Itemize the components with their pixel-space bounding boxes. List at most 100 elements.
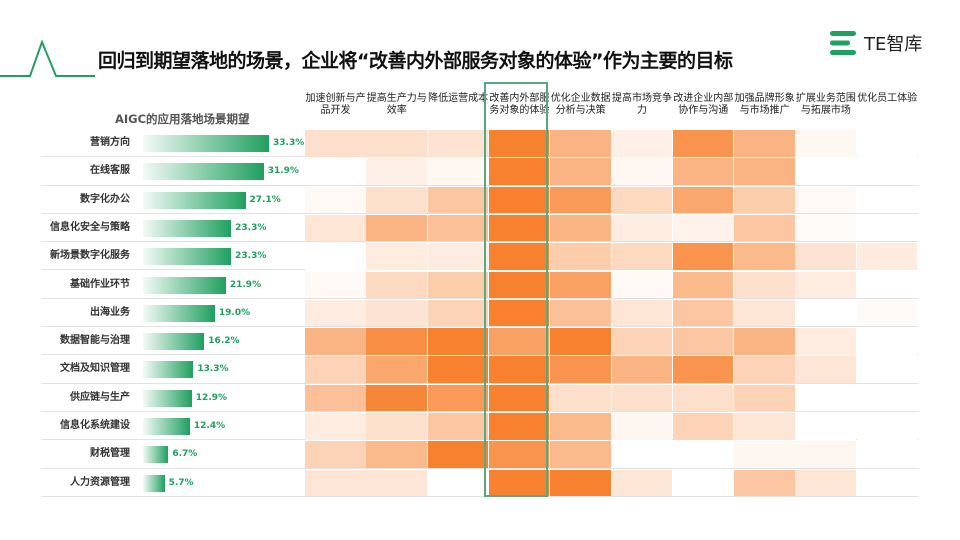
heatmap-cell bbox=[366, 186, 427, 214]
heatmap-cell bbox=[305, 469, 366, 497]
heatmap-cell bbox=[795, 186, 856, 214]
bar-value-label: 23.3% bbox=[235, 251, 267, 262]
heatmap-cell bbox=[427, 299, 489, 327]
column-header: 扩展业务范围与拓展市场 bbox=[795, 93, 856, 116]
bar-value-label: 12.9% bbox=[195, 392, 228, 403]
heatmap-cell bbox=[611, 469, 672, 497]
heatmap-cell bbox=[734, 130, 795, 157]
heatmap-cell bbox=[611, 130, 672, 157]
heatmap-cell bbox=[856, 413, 918, 440]
heatmap-cell bbox=[366, 299, 427, 327]
heatmap-cell bbox=[672, 413, 734, 440]
table-row: 文档及知识管理 13.3% bbox=[42, 355, 918, 384]
bar-value-label: 21.9% bbox=[229, 279, 262, 290]
heatmap-cell bbox=[856, 214, 918, 242]
bar-value-label: 23.3% bbox=[235, 222, 267, 233]
heatmap-cell bbox=[427, 158, 489, 185]
pulse-line-decoration bbox=[0, 39, 95, 77]
heatmap-cell bbox=[734, 158, 795, 185]
heatmap-cell bbox=[672, 271, 734, 298]
heatmap-cell bbox=[795, 299, 856, 327]
table-row: 新场景数字化服务 23.3% bbox=[42, 242, 918, 271]
heatmap-cell bbox=[550, 186, 611, 214]
heatmap-cell bbox=[734, 356, 795, 383]
heatmap-cell bbox=[611, 271, 672, 298]
heatmap-cell bbox=[488, 158, 550, 185]
bar bbox=[143, 446, 169, 464]
heatmap-cell bbox=[795, 130, 856, 157]
heatmap-cell bbox=[366, 441, 427, 468]
heatmap-cell bbox=[305, 158, 366, 185]
heatmap-cell bbox=[611, 186, 672, 214]
bar bbox=[143, 135, 269, 152]
heatmap-cell bbox=[305, 299, 366, 327]
bar bbox=[143, 389, 192, 407]
heatmap-cell bbox=[734, 299, 795, 327]
heatmap-cell bbox=[672, 356, 734, 383]
table-row: 信息化系统建设 12.4% bbox=[42, 412, 918, 441]
bar-value-label: 13.3% bbox=[197, 364, 229, 375]
table-row: 出海业务 19.0% bbox=[42, 299, 918, 328]
heatmap-cell bbox=[795, 243, 856, 270]
heatmap-cell bbox=[488, 384, 550, 412]
bar bbox=[143, 304, 215, 322]
heatmap-cell bbox=[795, 271, 856, 298]
heatmap-cell bbox=[366, 384, 427, 412]
heatmap-cell bbox=[856, 328, 918, 355]
row-label: 营销方向 bbox=[90, 137, 130, 148]
heatmap-cell bbox=[550, 158, 611, 185]
row-label: 数据智能与治理 bbox=[60, 335, 130, 347]
bar bbox=[143, 361, 194, 379]
heatmap-cell bbox=[672, 186, 734, 214]
heatmap-cell bbox=[672, 469, 734, 497]
heatmap-cell bbox=[488, 413, 550, 440]
heatmap-cell bbox=[795, 469, 856, 497]
column-header: 提高生产力与效率 bbox=[366, 93, 427, 116]
heatmap-cell bbox=[427, 469, 489, 497]
heatmap-cell bbox=[305, 214, 366, 242]
heatmap-cell bbox=[672, 243, 734, 270]
heatmap-cell bbox=[550, 243, 611, 270]
heatmap-cell bbox=[672, 214, 734, 242]
heatmap-cell bbox=[611, 158, 672, 185]
heatmap-cell bbox=[366, 158, 427, 185]
heatmap-cell bbox=[366, 469, 427, 497]
table-row: 信息化安全与策略 23.3% bbox=[42, 214, 918, 243]
heatmap-cell bbox=[427, 441, 489, 468]
heatmap-cell bbox=[427, 384, 489, 412]
chart-title: AIGC的应用落地场景期望 bbox=[115, 112, 250, 126]
heatmap-cell bbox=[550, 441, 611, 468]
heatmap-cell bbox=[366, 214, 427, 242]
bar-value-label: 27.1% bbox=[249, 194, 281, 205]
heatmap-cell bbox=[305, 130, 366, 157]
heatmap-cell bbox=[488, 271, 550, 298]
column-header: 优化员工体验 bbox=[857, 93, 918, 104]
heatmap-cell bbox=[427, 186, 489, 214]
heatmap-cell bbox=[611, 214, 672, 242]
heatmap-cell bbox=[795, 158, 856, 185]
bar bbox=[143, 191, 246, 209]
heatmap-cell bbox=[305, 186, 366, 214]
heatmap-cell bbox=[427, 130, 489, 157]
heatmap-cell bbox=[795, 441, 856, 468]
heatmap-cell bbox=[366, 413, 427, 440]
heatmap-cell bbox=[488, 243, 550, 270]
heatmap-cell bbox=[488, 328, 550, 355]
heatmap-cell bbox=[734, 271, 795, 298]
heatmap-cell bbox=[856, 243, 918, 270]
heatmap-cell bbox=[488, 186, 550, 214]
heatmap-cell bbox=[550, 469, 611, 497]
row-label: 供应链与生产 bbox=[70, 391, 130, 403]
heatmap-cell bbox=[488, 469, 550, 497]
heatmap-cell bbox=[734, 243, 795, 270]
bar bbox=[143, 276, 226, 294]
heatmap-cell bbox=[856, 158, 918, 185]
column-header: 优化企业数据分析与决策 bbox=[550, 93, 611, 116]
table-row: 人力资源管理 5.7% bbox=[42, 469, 918, 497]
heatmap-cell bbox=[427, 328, 489, 355]
heatmap-cell bbox=[856, 384, 918, 412]
heatmap-cell bbox=[550, 328, 611, 355]
heatmap-cell bbox=[734, 413, 795, 440]
heatmap-cell bbox=[672, 384, 734, 412]
heatmap-cell bbox=[734, 384, 795, 412]
